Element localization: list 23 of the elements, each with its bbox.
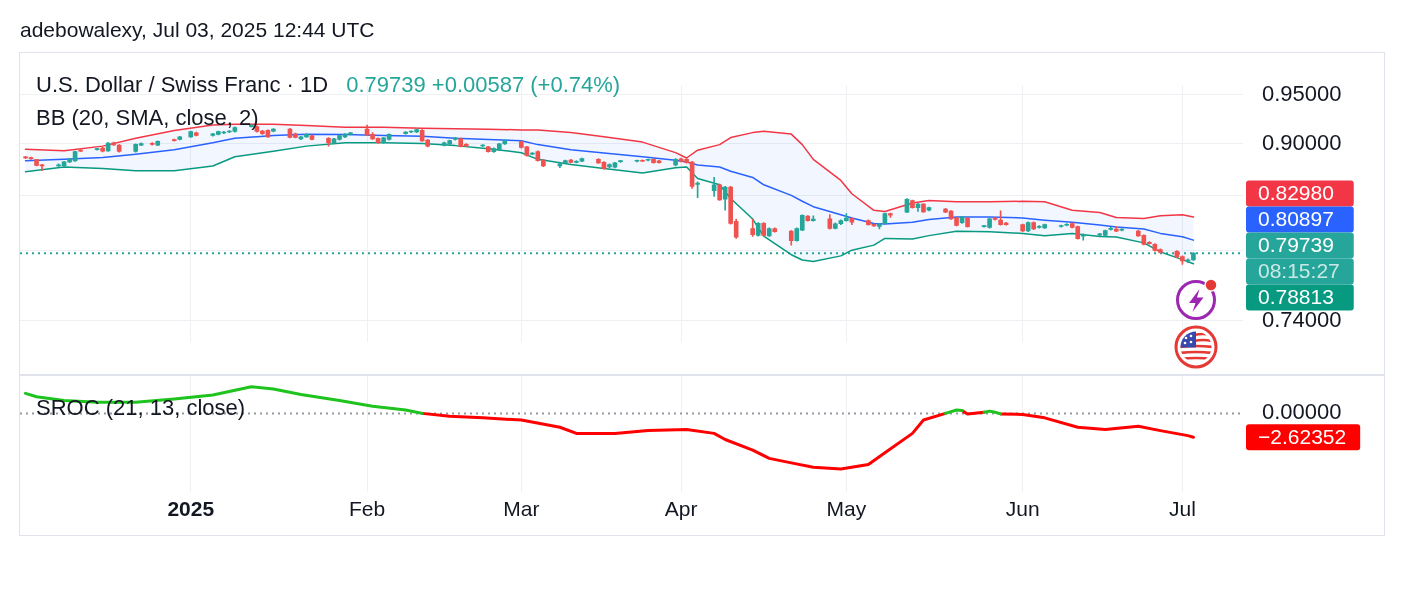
text: 0.78813 bbox=[1258, 285, 1334, 309]
text: 0.80897 bbox=[1258, 207, 1334, 231]
x-tick-label: 2025 bbox=[167, 497, 215, 521]
x-tick-label: Jul bbox=[1168, 497, 1196, 521]
chart-subtitle: 0.79739 +0.00587 (+0.74%) bbox=[346, 72, 621, 97]
x-tick-label: Mar bbox=[503, 497, 540, 521]
x-tick-label: May bbox=[826, 497, 867, 521]
x-tick-label: Apr bbox=[664, 497, 698, 521]
candlestick bbox=[105, 142, 111, 152]
text: 0.82980 bbox=[1258, 181, 1334, 205]
text: 08:15:27 bbox=[1258, 259, 1340, 283]
candlestick bbox=[480, 144, 486, 147]
annotation: BB (20, SMA, close, 2) bbox=[36, 105, 259, 131]
x-tick-label: Jun bbox=[1005, 497, 1040, 521]
x-tick-label: Feb bbox=[348, 497, 386, 521]
text: 0.00000 bbox=[1262, 399, 1342, 425]
y-tick-label: 0.95000 bbox=[1262, 80, 1342, 106]
text: −2.62352 bbox=[1258, 425, 1347, 449]
chart-title: U.S. Dollar / Swiss Franc · 1D bbox=[36, 72, 329, 97]
ref-line-label: 0.79739 bbox=[1258, 233, 1334, 257]
y-tick-label: 0.74000 bbox=[1262, 306, 1342, 332]
text: adebowalexy, Jul 03, 2025 12:44 UTC bbox=[20, 17, 375, 43]
y-tick-label: 0.90000 bbox=[1262, 129, 1342, 155]
